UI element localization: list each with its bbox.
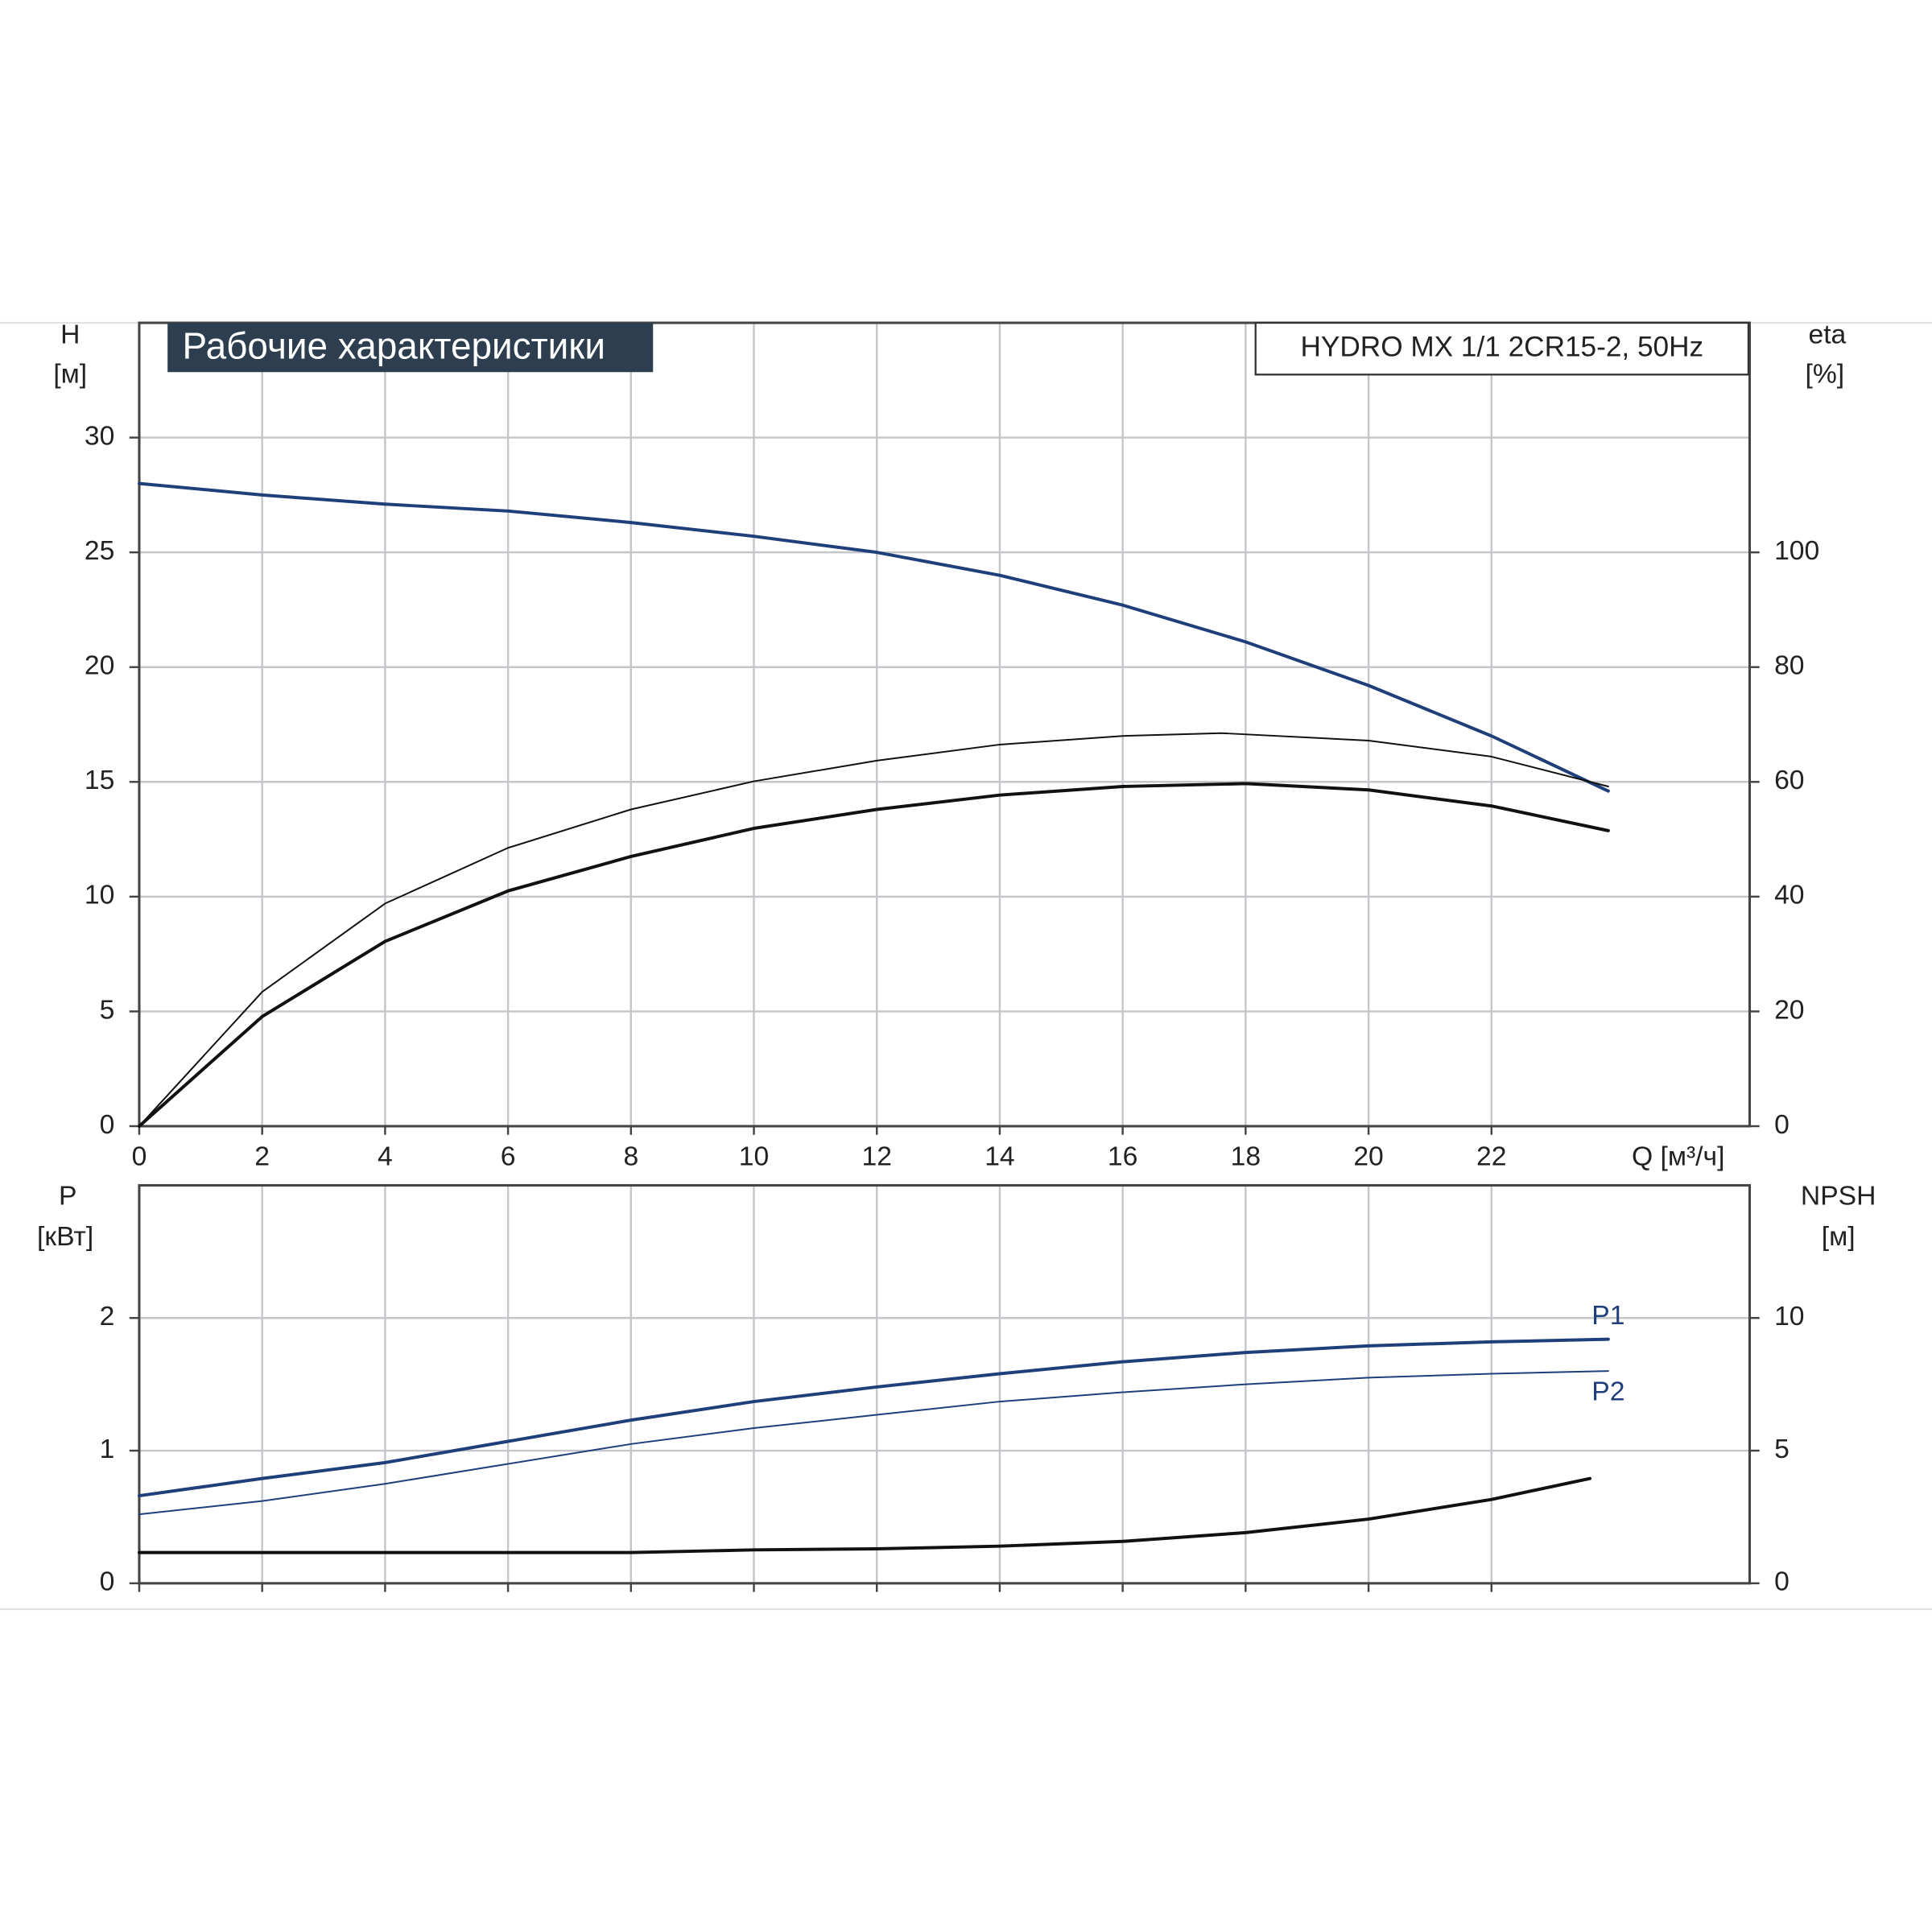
series-label: P1 — [1591, 1301, 1624, 1331]
y-tick-label: 2 — [100, 1302, 115, 1331]
y2-tick-label: 100 — [1774, 536, 1819, 566]
model-box — [1254, 321, 1750, 376]
y2-tick-label: 0 — [1774, 1567, 1790, 1597]
y-tick-label: 30 — [85, 421, 114, 451]
y-axis-label: P — [59, 1182, 76, 1212]
y-axis-unit: [кВт] — [37, 1222, 93, 1252]
y2-tick-label: 80 — [1774, 651, 1804, 681]
y2-tick-label: 20 — [1774, 995, 1804, 1025]
x-tick-label: 10 — [739, 1142, 769, 1172]
y-tick-label: 20 — [85, 651, 114, 681]
y-tick-label: 25 — [85, 536, 114, 566]
x-tick-label: 0 — [132, 1142, 147, 1172]
curve — [138, 732, 1609, 1127]
title-box — [167, 323, 654, 373]
y2-tick-label: 10 — [1774, 1302, 1804, 1331]
plots: 0 2 4 6 8 10 12 14 16 18 20 22051015202530020406080… — [85, 321, 1819, 1597]
curve — [137, 481, 1610, 793]
x-tick-label: 16 — [1108, 1142, 1137, 1172]
y-tick-label: 5 — [100, 995, 115, 1025]
y-tick-label: 1 — [100, 1435, 115, 1464]
x-tick-label: 22 — [1476, 1142, 1506, 1172]
y2-axis-label: eta — [1808, 320, 1846, 350]
y-axis-unit: [м] — [53, 360, 87, 390]
x-tick-label: 2 — [254, 1142, 270, 1172]
y2-tick-label: 5 — [1774, 1435, 1790, 1464]
chart-title: Рабочие характеристики — [183, 324, 605, 366]
model-label: HYDRO MX 1/1 2CR15-2, 50Hz — [1301, 331, 1704, 362]
y2-axis-unit: [м] — [1822, 1222, 1856, 1252]
curve — [137, 1476, 1591, 1554]
x-axis-label: Q [м³/ч] — [1632, 1142, 1724, 1172]
y2-tick-label: 60 — [1774, 766, 1804, 795]
x-tick-label: 4 — [378, 1142, 393, 1172]
y-axis-label: H — [60, 320, 80, 350]
x-tick-label: 20 — [1353, 1142, 1383, 1172]
series-label: P2 — [1591, 1377, 1624, 1407]
plot-frame — [138, 1183, 1751, 1585]
y-tick-label: 0 — [100, 1567, 115, 1597]
curve — [137, 1337, 1610, 1498]
x-tick-label: 18 — [1231, 1142, 1261, 1172]
y-tick-label: 10 — [85, 881, 114, 910]
x-tick-label: 8 — [623, 1142, 638, 1172]
x-tick-label: 6 — [501, 1142, 516, 1172]
curve — [137, 782, 1610, 1128]
y-tick-label: 0 — [100, 1110, 115, 1140]
curve — [138, 1370, 1609, 1516]
y2-axis-label: NPSH — [1801, 1182, 1876, 1212]
y2-axis-unit: [%] — [1806, 360, 1845, 390]
y-tick-label: 15 — [85, 766, 114, 795]
plot-frame — [138, 321, 1751, 1128]
x-tick-label: 14 — [985, 1142, 1014, 1172]
y2-tick-label: 0 — [1774, 1110, 1790, 1140]
y2-tick-label: 40 — [1774, 881, 1804, 910]
x-tick-label: 12 — [862, 1142, 892, 1172]
